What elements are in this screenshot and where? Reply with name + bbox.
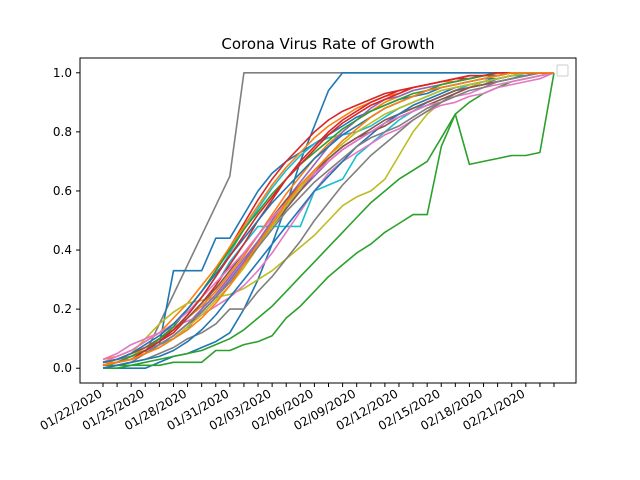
y-tick-label: 0.0: [53, 361, 72, 375]
series-line-16: [103, 72, 554, 364]
plot-frame: [79, 57, 577, 384]
chart-title: Corona Virus Rate of Growth: [221, 35, 434, 53]
series-line-6: [102, 72, 554, 364]
series-line-7: [102, 72, 554, 361]
series-line-24: [102, 72, 554, 367]
series-line-20: [102, 72, 555, 364]
series-line-18: [102, 72, 554, 364]
series-line-25: [102, 72, 554, 367]
series-line-8: [102, 72, 554, 364]
y-tick-label: 0.4: [53, 243, 72, 257]
series-line-4: [103, 72, 554, 364]
series-line-3: [103, 72, 555, 369]
series-line-22: [102, 72, 554, 367]
series-line-23: [102, 72, 554, 364]
y-tick-label: 0.8: [53, 125, 72, 139]
y-tick-label: 1.0: [53, 66, 72, 80]
y-axis: 0.0 0.2 0.4 0.6 0.8 1.0: [53, 66, 80, 375]
x-axis: 01/22/202001/25/202001/28/202001/31/2020…: [38, 383, 555, 433]
series-line-11: [102, 72, 555, 361]
series-layer: [102, 72, 555, 369]
series-line-9: [102, 72, 554, 364]
legend-box: [556, 64, 569, 77]
series-line-2: [103, 72, 555, 367]
y-tick-label: 0.6: [53, 184, 72, 198]
series-line-5: [102, 72, 554, 364]
y-tick-label: 0.2: [53, 302, 72, 316]
